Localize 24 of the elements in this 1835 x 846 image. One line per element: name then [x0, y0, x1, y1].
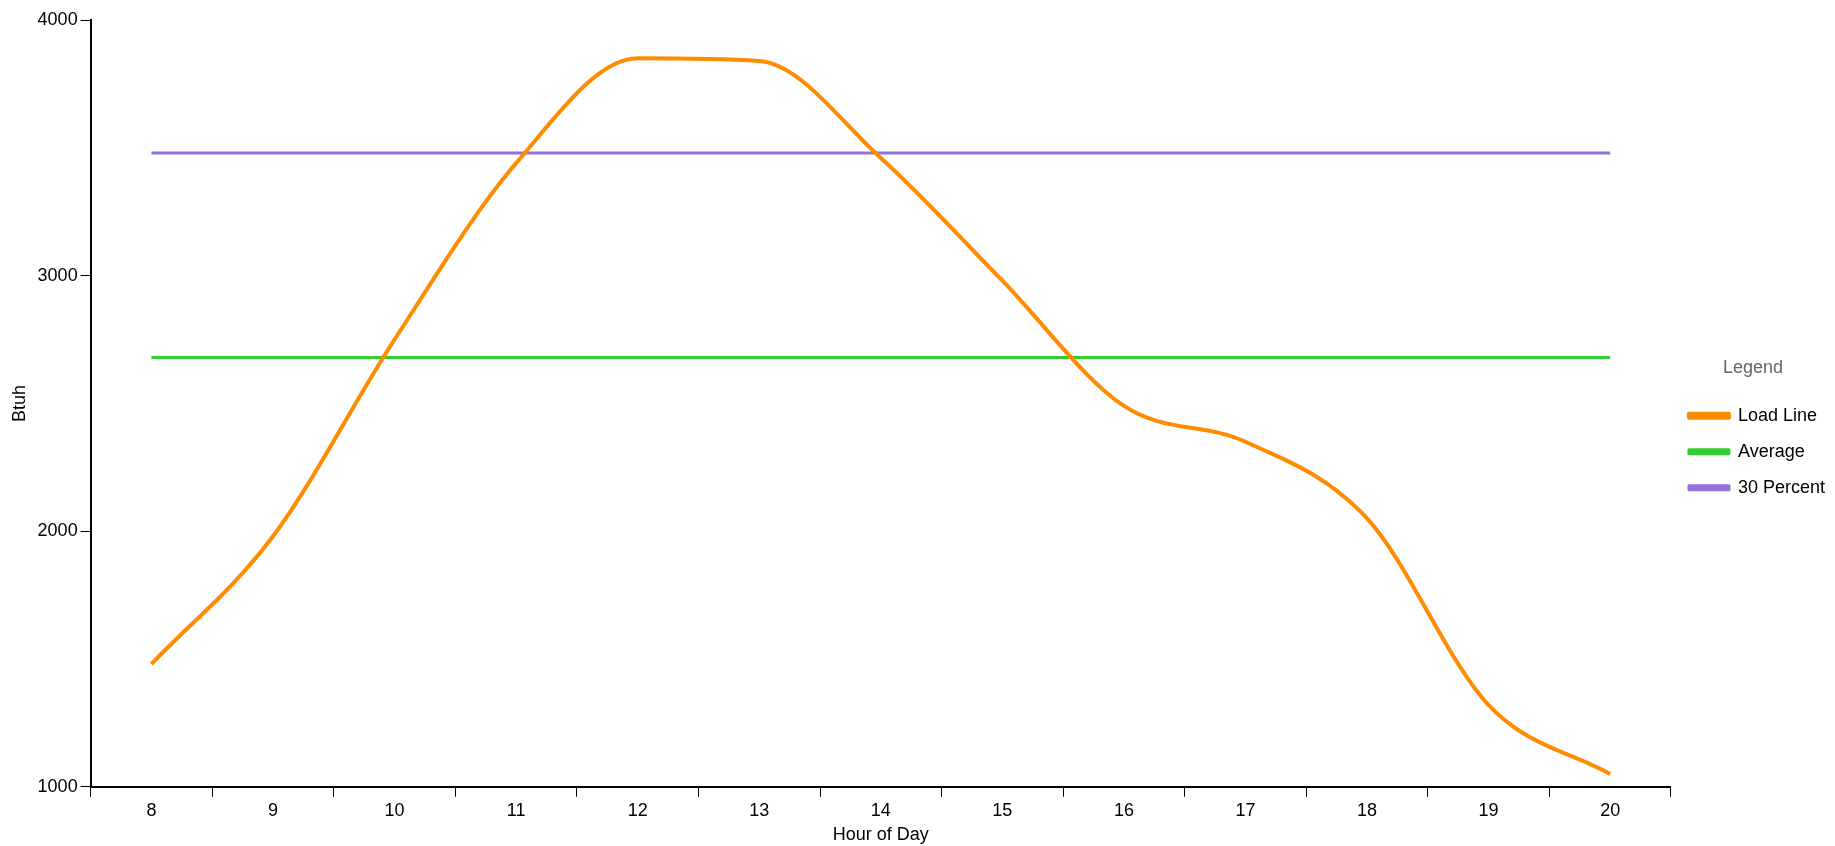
x-tick-label: 8	[146, 799, 157, 820]
x-tick-label: 11	[506, 799, 526, 820]
x-tick-label: 18	[1357, 799, 1378, 820]
y-tick-label: 4000	[37, 8, 78, 29]
y-tick-label: 3000	[37, 264, 78, 285]
x-tick-label: 16	[1113, 799, 1134, 820]
x-tick-label: 13	[749, 799, 770, 820]
x-tick-label: 15	[992, 799, 1013, 820]
y-tick-label: 1000	[37, 775, 78, 796]
x-tick-label: 9	[267, 799, 278, 820]
legend-label: 30 Percent	[1737, 476, 1826, 497]
x-tick-label: 17	[1235, 799, 1256, 820]
y-tick-label: 2000	[37, 520, 78, 541]
x-tick-label: 12	[627, 799, 648, 820]
y-axis-title: Btuh	[8, 384, 29, 422]
legend-title: Legend	[1722, 357, 1784, 378]
x-tick-label: 20	[1600, 799, 1621, 820]
x-axis-title: Hour of Day	[832, 824, 929, 845]
legend-label: Load Line	[1737, 404, 1818, 425]
line-series	[149, 56, 1613, 777]
legend-label: Average	[1737, 440, 1805, 461]
x-tick-label: 10	[384, 799, 405, 820]
x-tick-label: 14	[870, 799, 891, 820]
x-tick-label: 19	[1478, 799, 1499, 820]
